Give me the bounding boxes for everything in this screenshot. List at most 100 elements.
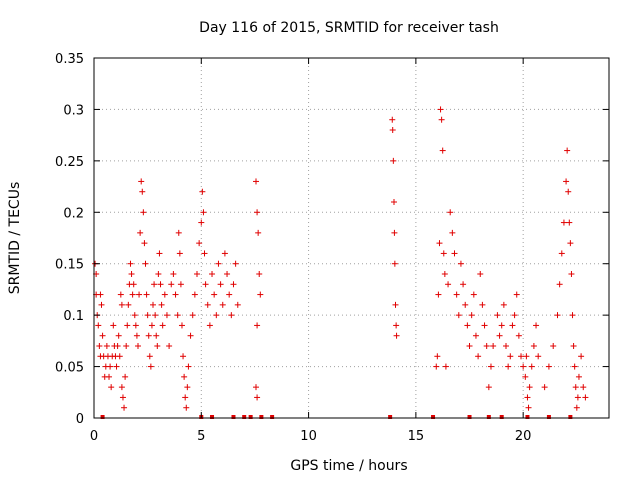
zero-value-marker [270, 415, 275, 419]
data-point [582, 394, 589, 401]
y-tick-label: 0.3 [63, 103, 84, 118]
zero-value-marker [568, 415, 573, 419]
data-point [113, 363, 120, 370]
data-point [115, 332, 122, 339]
y-tick-label: 0.25 [55, 155, 84, 170]
data-point [107, 363, 114, 370]
data-point [392, 301, 399, 308]
data-point [199, 188, 206, 195]
x-tick-label: 0 [90, 429, 98, 444]
data-point [209, 271, 216, 277]
zero-value-marker [248, 415, 253, 419]
data-point [151, 281, 158, 288]
data-point [523, 353, 530, 360]
data-point [137, 229, 144, 236]
data-point [124, 322, 131, 329]
axis-ticks [93, 57, 609, 419]
data-point [533, 322, 540, 329]
data-point [567, 240, 574, 247]
data-point [211, 291, 218, 298]
data-point [140, 209, 147, 216]
data-point [182, 394, 189, 401]
data-point [118, 301, 125, 308]
data-point [434, 353, 441, 360]
data-point [389, 127, 396, 133]
data-point [147, 363, 154, 370]
data-point [466, 343, 473, 349]
zero-value-marker [210, 415, 215, 419]
data-point [148, 322, 155, 329]
data-point [159, 322, 166, 329]
data-point [483, 343, 490, 349]
data-point [511, 312, 518, 319]
data-point [152, 312, 159, 319]
data-point [183, 404, 190, 411]
data-point [558, 250, 565, 257]
data-point [163, 312, 170, 319]
y-tick-label: 0.15 [55, 258, 84, 273]
data-point [141, 240, 148, 247]
data-point [128, 271, 135, 277]
data-point [142, 260, 149, 267]
data-point [194, 271, 200, 277]
data-point [139, 188, 146, 195]
zero-value-marker [499, 415, 504, 419]
data-point [578, 353, 585, 360]
zero-value-marker [431, 415, 436, 419]
data-point [390, 199, 397, 205]
data-point [198, 219, 205, 226]
data-point [138, 178, 145, 185]
data-point [253, 178, 260, 185]
data-point [180, 353, 187, 360]
y-tick-label: 0.35 [55, 52, 84, 67]
data-point [226, 291, 233, 298]
zero-value-marker [546, 415, 551, 419]
data-point [143, 291, 150, 298]
x-tick-labels: 0 5 10 15 20 [90, 429, 532, 444]
data-point [545, 363, 552, 370]
data-point [176, 250, 183, 257]
data-point [477, 271, 484, 277]
data-point [98, 301, 105, 308]
data-point [103, 343, 110, 349]
zero-value-marker [242, 415, 247, 419]
data-point [503, 343, 509, 349]
data-point [121, 404, 128, 411]
data-point [442, 363, 449, 370]
data-point [228, 312, 235, 319]
data-point [522, 373, 529, 380]
data-point [393, 322, 400, 329]
data-point [202, 281, 209, 288]
data-point [505, 363, 512, 370]
data-point [178, 322, 185, 329]
data-point [99, 332, 106, 339]
x-axis-title: GPS time / hours [290, 458, 407, 474]
data-point [177, 281, 184, 288]
data-point [391, 260, 398, 267]
data-point [494, 312, 501, 319]
data-point [254, 209, 261, 216]
data-point [569, 312, 576, 319]
data-point [498, 322, 505, 329]
data-point [129, 291, 136, 298]
data-point [184, 384, 191, 391]
data-point [520, 363, 527, 370]
data-point [157, 281, 164, 288]
data-point [119, 394, 126, 401]
y-tick-labels: 0 0.05 0.1 0.15 0.2 0.25 0.3 0.35 [55, 52, 84, 427]
data-point [172, 291, 179, 298]
data-point [490, 343, 497, 349]
data-point [204, 301, 211, 308]
x-tick-label: 10 [300, 429, 317, 444]
data-point [170, 271, 177, 277]
y-tick-label: 0.1 [63, 309, 84, 324]
data-point [573, 404, 580, 411]
data-point [191, 291, 198, 298]
zero-value-marker [525, 415, 530, 419]
data-point [256, 271, 263, 277]
x-tick-label: 20 [515, 429, 532, 444]
data-point [232, 260, 239, 267]
data-point [468, 312, 475, 319]
